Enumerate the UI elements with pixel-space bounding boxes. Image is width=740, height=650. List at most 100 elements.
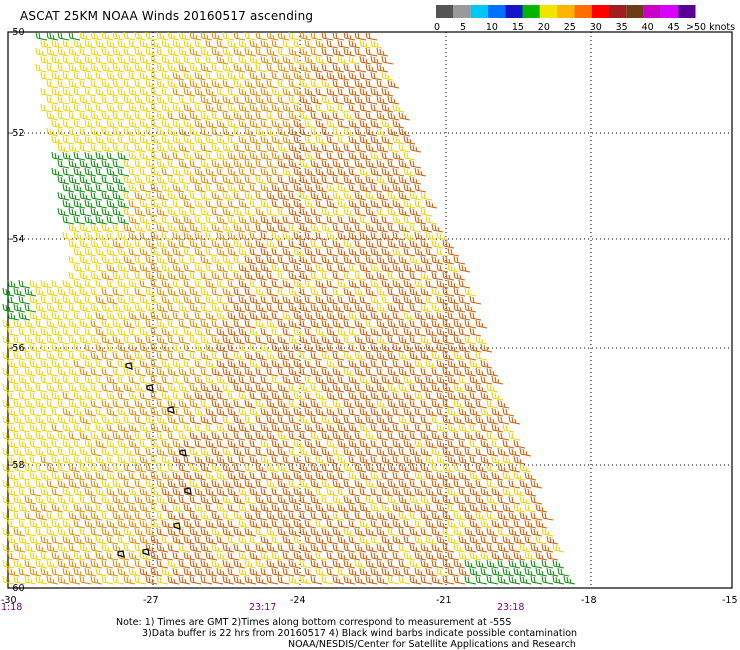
wind-barb <box>150 311 163 321</box>
wind-barb <box>403 327 416 337</box>
wind-barb <box>255 479 268 489</box>
wind-barb <box>343 463 356 473</box>
wind-barb <box>51 535 64 545</box>
wind-barb <box>84 263 97 273</box>
wind-barb <box>145 335 158 345</box>
wind-barb <box>348 311 361 321</box>
wind-barb <box>194 119 207 129</box>
wind-barb <box>211 447 224 457</box>
wind-barb <box>194 279 207 289</box>
wind-barb <box>189 271 202 281</box>
wind-barb <box>139 455 152 465</box>
wind-barb <box>106 231 119 241</box>
wind-barb <box>315 135 328 145</box>
wind-barb <box>183 199 196 209</box>
wind-barb <box>2 543 15 553</box>
wind-barb <box>370 55 383 65</box>
wind-barb <box>398 143 411 153</box>
wind-barb <box>365 399 378 409</box>
wind-barb <box>106 551 119 561</box>
wind-barb <box>293 327 306 337</box>
wind-barb <box>508 511 521 521</box>
wind-barb <box>123 367 136 377</box>
wind-barb <box>519 511 532 521</box>
wind-barb <box>431 239 444 249</box>
wind-barb <box>145 127 158 137</box>
wind-barb <box>266 559 279 569</box>
wind-barb <box>299 367 312 377</box>
wind-barb <box>211 319 224 329</box>
wind-barb <box>90 63 103 73</box>
wind-barb <box>447 343 460 353</box>
wind-barb <box>216 487 229 497</box>
wind-barb <box>189 447 202 457</box>
wind-barb <box>304 103 317 113</box>
wind-barb <box>233 367 246 377</box>
wind-barb <box>271 551 284 561</box>
wind-barb <box>156 207 169 217</box>
wind-barb <box>62 487 75 497</box>
wind-barb <box>244 511 257 521</box>
wind-barb <box>233 31 246 41</box>
wind-barb <box>145 63 158 73</box>
wind-barb <box>139 199 152 209</box>
wind-barb <box>271 295 284 305</box>
plot-frame <box>7 31 733 589</box>
wind-barb <box>315 535 328 545</box>
wind-barb <box>398 447 411 457</box>
wind-barb <box>139 135 152 145</box>
wind-barb <box>387 399 400 409</box>
wind-barb <box>321 239 334 249</box>
wind-barb <box>255 447 268 457</box>
wind-barb <box>172 215 185 225</box>
wind-barb <box>90 447 103 457</box>
wind-barb <box>62 567 75 577</box>
wind-barb <box>7 471 20 481</box>
wind-barb <box>200 255 213 265</box>
wind-barb <box>288 415 301 425</box>
wind-barb <box>370 295 383 305</box>
wind-barb <box>183 295 196 305</box>
wind-barb <box>123 399 136 409</box>
wind-barb <box>238 455 251 465</box>
wind-barb <box>227 183 240 193</box>
wind-barb <box>315 103 328 113</box>
wind-barb <box>156 239 169 249</box>
wind-barb <box>535 519 548 529</box>
wind-barb <box>431 319 444 329</box>
wind-barb <box>95 55 108 65</box>
wind-barb <box>458 295 471 305</box>
wind-barb <box>475 351 488 361</box>
wind-barb <box>172 311 185 321</box>
wind-barb <box>244 79 257 89</box>
wind-barb <box>447 327 460 337</box>
wind-barb <box>62 327 75 337</box>
wind-barb <box>442 271 455 281</box>
wind-barb <box>194 55 207 65</box>
wind-barb <box>29 343 42 353</box>
wind-barb <box>145 95 158 105</box>
contamination-barb <box>117 550 125 558</box>
wind-barb <box>381 295 394 305</box>
wind-barb <box>315 439 328 449</box>
wind-barb <box>420 335 433 345</box>
wind-barb <box>57 175 70 185</box>
wind-barb <box>216 215 229 225</box>
wind-barb <box>172 359 185 369</box>
wind-barb <box>128 519 141 529</box>
wind-barb <box>139 519 152 529</box>
wind-barb <box>271 215 284 225</box>
wind-barb <box>464 319 477 329</box>
wind-barb <box>387 191 400 201</box>
wind-barb <box>57 479 70 489</box>
wind-barb <box>321 31 334 41</box>
wind-barb <box>249 151 262 161</box>
wind-barb <box>255 511 268 521</box>
wind-barb <box>134 239 147 249</box>
wind-barb <box>431 351 444 361</box>
wind-barb <box>420 431 433 441</box>
wind-barb <box>40 423 53 433</box>
wind-barb <box>95 551 108 561</box>
wind-barb <box>178 479 191 489</box>
wind-barb <box>480 343 493 353</box>
